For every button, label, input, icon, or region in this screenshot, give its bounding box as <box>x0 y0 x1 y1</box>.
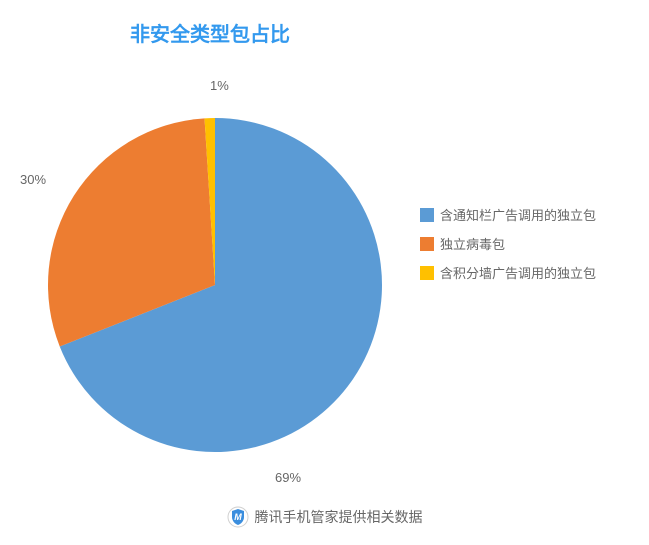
legend-item: 独立病毒包 <box>420 234 645 253</box>
footer: M 腾讯手机管家提供相关数据 <box>0 506 649 533</box>
pie-slice-percent-label: 30% <box>20 172 46 187</box>
footer-text: 腾讯手机管家提供相关数据 <box>255 507 423 527</box>
shield-m-icon: M <box>227 506 249 528</box>
legend-item: 含通知栏广告调用的独立包 <box>420 205 645 224</box>
pie-chart: 69%30%1% <box>0 60 420 480</box>
chart-container: 非安全类型包占比 69% 30% 1% 含通知栏广告调用的独立包独立病毒包含积分墙广… <box>0 0 649 545</box>
chart-title: 非安全类型包占比 <box>0 18 420 47</box>
svg-text:M: M <box>234 512 242 522</box>
pie-slice-percent-label: 1% <box>210 78 229 93</box>
legend-label: 独立病毒包 <box>440 234 505 253</box>
legend-swatch <box>420 237 434 251</box>
legend-item: 含积分墙广告调用的独立包 <box>420 263 645 282</box>
legend-swatch <box>420 208 434 222</box>
legend: 含通知栏广告调用的独立包独立病毒包含积分墙广告调用的独立包 <box>420 195 645 292</box>
pie-svg <box>0 60 420 480</box>
legend-swatch <box>420 266 434 280</box>
pie-slice-percent-label: 69% <box>275 470 301 485</box>
legend-label: 含积分墙广告调用的独立包 <box>440 263 596 282</box>
legend-label: 含通知栏广告调用的独立包 <box>440 205 596 224</box>
